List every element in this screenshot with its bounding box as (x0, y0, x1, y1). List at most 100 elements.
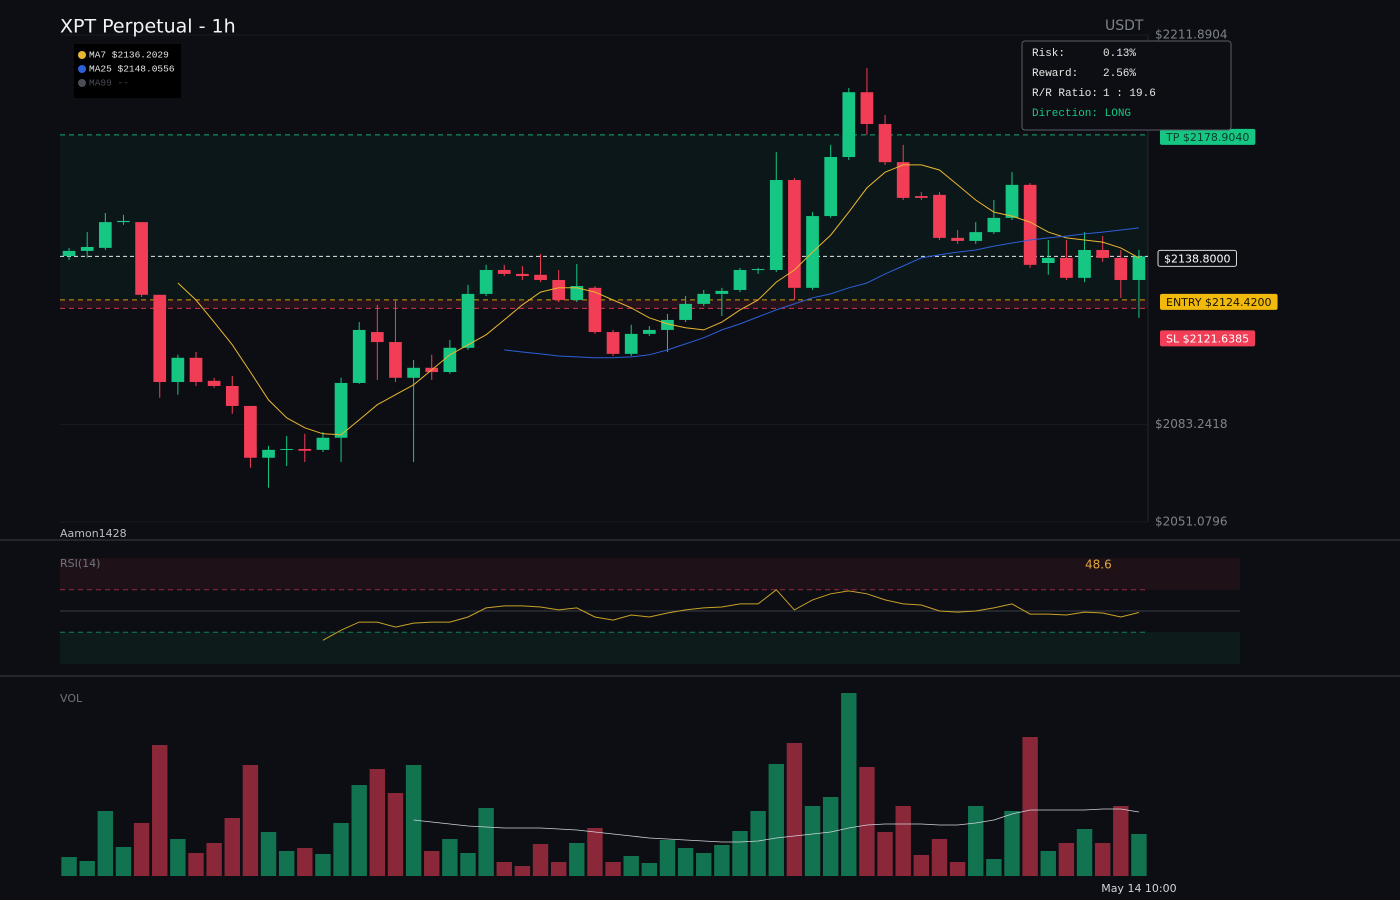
volume-bar (133, 823, 150, 876)
oversold-zone (60, 632, 1240, 664)
candle-body (570, 286, 584, 300)
volume-bar (1022, 737, 1038, 876)
volume-bar (1094, 843, 1111, 876)
volume-bar (677, 848, 694, 876)
volume-bar (369, 769, 386, 876)
info-box (1021, 40, 1232, 131)
volume-bar (768, 764, 784, 876)
candle-body (244, 405, 257, 458)
legend-swatch (78, 79, 86, 87)
candle-body (624, 333, 638, 354)
legend-swatch (78, 51, 86, 59)
candle-body (1078, 249, 1091, 278)
legend-swatch (78, 65, 86, 73)
legend-label: MA25 $2148.0556 (89, 64, 175, 75)
volume-bar (1004, 811, 1020, 876)
volume-bar (170, 839, 186, 876)
volume-bar (804, 806, 821, 876)
volume-panel (61, 693, 1147, 876)
level-label-box (1157, 249, 1237, 267)
volume-bar (1058, 843, 1075, 876)
volume-bar (224, 818, 240, 876)
candle-body (1005, 184, 1019, 218)
volume-bar (895, 806, 911, 876)
volume-bar (478, 808, 494, 876)
overbought-zone (60, 558, 1240, 590)
info-key: Reward: (1032, 68, 1078, 80)
rsi-panel (60, 558, 1240, 664)
candle-body (751, 269, 765, 271)
candle-body (334, 382, 348, 438)
level-label-box (1160, 293, 1278, 310)
volume-bar (841, 693, 857, 876)
volume-bar (242, 765, 259, 876)
y-tick-label: $2051.0796 (1155, 515, 1228, 529)
volume-bar (696, 853, 712, 876)
volume-bar (61, 857, 77, 876)
volume-bar (1113, 806, 1129, 876)
candle-body (642, 329, 656, 334)
volume-bar (278, 851, 295, 876)
volume-bar (97, 811, 114, 876)
candle-body (1060, 257, 1073, 278)
ma-legend-box (74, 44, 181, 98)
candle-body (788, 180, 801, 288)
volume-bar (333, 823, 349, 876)
volume-bar (659, 840, 676, 876)
candle-body (135, 222, 148, 295)
volume-bar (986, 859, 1002, 876)
volume-bar (424, 851, 440, 876)
candle-body (497, 269, 511, 274)
rsi-title: RSI(14) (60, 557, 100, 570)
candle-body (225, 385, 239, 406)
y-tick-label: $2211.8904 (1155, 28, 1228, 42)
volume-bar (79, 861, 95, 876)
candle-body (606, 332, 620, 354)
candle-body (117, 220, 130, 223)
volume-bar (260, 832, 277, 876)
candle-body (951, 237, 964, 241)
candle-body (280, 448, 294, 450)
candle-body (933, 194, 946, 238)
price-panel: $2051.0796 $2083.2418 $2211.8904 TP $2178.9… (60, 28, 1278, 529)
level-label-box (1160, 128, 1256, 145)
candle-body (479, 269, 493, 294)
volume-bar (351, 785, 367, 876)
volume-bar (387, 793, 404, 876)
candle-body (588, 287, 602, 333)
candle-body (715, 290, 729, 294)
ma-line (504, 227, 1139, 359)
volume-ma-line (413, 808, 1139, 843)
rsi-line (322, 589, 1140, 641)
candle-body (1114, 257, 1128, 280)
volume-bar (514, 866, 531, 876)
candle-body (534, 274, 547, 280)
chart-title: XPT Perpetual - 1h (60, 16, 236, 38)
volume-bar (460, 853, 476, 876)
volume-bar (714, 845, 730, 876)
volume-bar (569, 843, 585, 876)
candle-body (824, 157, 838, 217)
volume-bar (550, 862, 567, 876)
legend-label: MA99 -- (89, 78, 129, 89)
volume-bar (152, 745, 168, 876)
candle-body (370, 332, 384, 343)
volume-bar (859, 767, 875, 876)
x-tick-label: May 14 10:00 (1101, 882, 1176, 895)
volume-bar (641, 863, 658, 876)
volume-bar (822, 797, 839, 876)
candle-body (1096, 249, 1110, 258)
candle-body (352, 329, 366, 383)
volume-bar (532, 844, 549, 876)
volume-bar (877, 832, 893, 876)
volume-bar (949, 862, 966, 876)
info-key: Risk: (1032, 48, 1065, 60)
volume-bar (750, 811, 766, 876)
level-label: ENTRY $2124.4200 (1166, 296, 1272, 309)
currency-label: USDT (1105, 18, 1144, 34)
candle-body (842, 92, 856, 158)
candle-body (914, 196, 928, 198)
volume-bar (315, 854, 331, 876)
level-label: SL $2121.6385 (1166, 332, 1249, 345)
